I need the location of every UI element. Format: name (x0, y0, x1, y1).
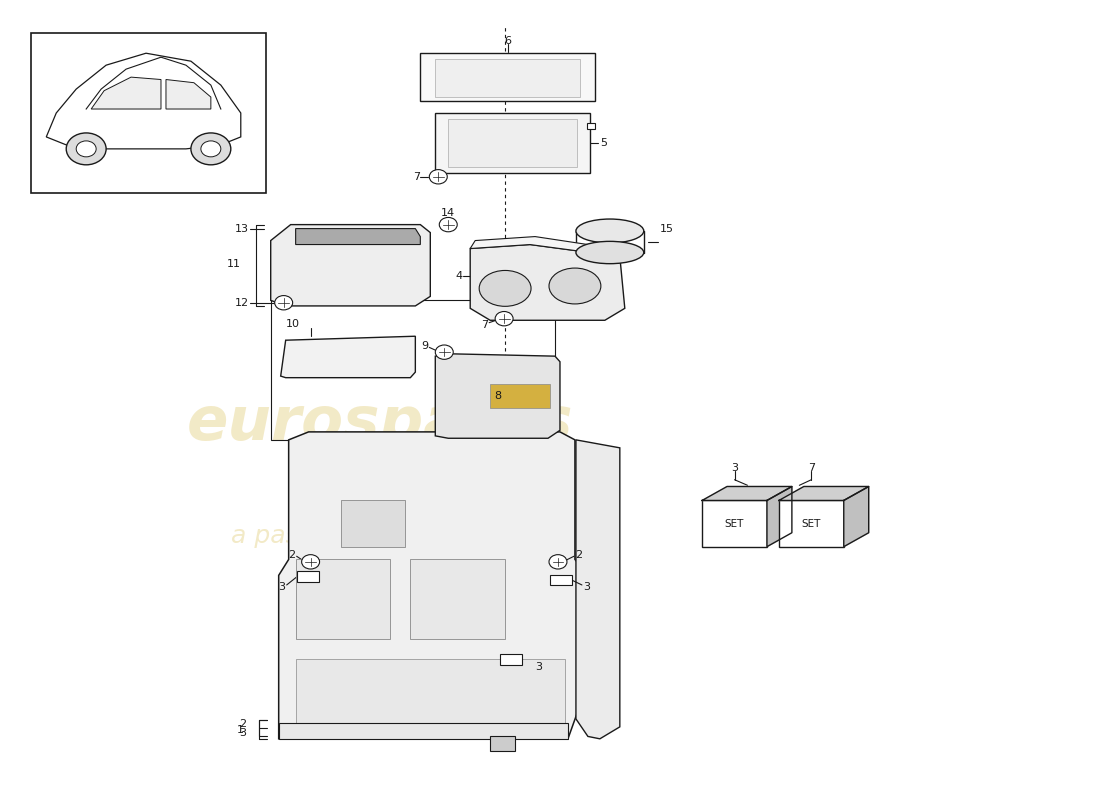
Text: 5: 5 (600, 138, 607, 148)
Text: 6: 6 (505, 36, 512, 46)
Bar (410, 559, 505, 639)
Text: 4: 4 (455, 271, 462, 282)
Ellipse shape (549, 268, 601, 304)
Polygon shape (779, 486, 869, 501)
Text: SET: SET (802, 518, 821, 529)
Circle shape (436, 345, 453, 359)
Text: 2: 2 (239, 719, 245, 730)
Bar (31, 34, 266, 193)
Polygon shape (470, 237, 625, 257)
Text: 13: 13 (234, 223, 249, 234)
Polygon shape (844, 486, 869, 546)
Text: 3: 3 (732, 462, 738, 473)
Text: SET: SET (725, 518, 745, 529)
Bar (500, 654, 522, 665)
Circle shape (439, 218, 458, 232)
Text: 3: 3 (583, 582, 590, 592)
Ellipse shape (480, 270, 531, 306)
Polygon shape (436, 354, 560, 438)
Text: 15: 15 (660, 223, 673, 234)
Polygon shape (767, 486, 792, 546)
Polygon shape (91, 77, 161, 109)
Bar (491, 384, 550, 408)
Bar (779, 501, 844, 546)
Text: 7: 7 (414, 172, 420, 182)
Text: 11: 11 (227, 259, 241, 270)
Text: 14: 14 (441, 208, 455, 218)
Polygon shape (296, 229, 420, 245)
Text: 7: 7 (807, 462, 815, 473)
Text: 8: 8 (495, 391, 502, 401)
Text: 2: 2 (288, 550, 296, 560)
Polygon shape (436, 58, 580, 97)
Polygon shape (166, 79, 211, 109)
Polygon shape (702, 486, 792, 501)
Bar (587, 122, 595, 129)
Text: 3: 3 (278, 582, 286, 592)
Polygon shape (271, 225, 430, 306)
Circle shape (301, 554, 320, 569)
Circle shape (201, 141, 221, 157)
Ellipse shape (576, 219, 643, 243)
Bar (271, 300, 556, 440)
Bar (702, 501, 767, 546)
Bar (297, 571, 319, 582)
Text: 9: 9 (421, 341, 428, 350)
Polygon shape (576, 440, 619, 739)
Circle shape (191, 133, 231, 165)
Circle shape (429, 170, 448, 184)
Bar (550, 574, 572, 585)
Polygon shape (280, 336, 416, 378)
Polygon shape (470, 245, 625, 320)
Bar (341, 500, 406, 547)
Text: 1: 1 (236, 725, 244, 734)
Circle shape (495, 311, 513, 326)
Text: 10: 10 (286, 319, 299, 330)
Text: 7: 7 (481, 320, 488, 330)
Polygon shape (278, 723, 568, 739)
Polygon shape (46, 54, 241, 149)
Text: 12: 12 (234, 298, 249, 308)
Text: 3: 3 (535, 662, 542, 672)
Polygon shape (449, 118, 576, 167)
Text: eurospares: eurospares (187, 394, 574, 454)
Bar (296, 559, 390, 639)
Ellipse shape (576, 242, 643, 264)
Text: 2: 2 (575, 550, 582, 560)
Text: a passion for parts since 1985: a passion for parts since 1985 (231, 523, 609, 547)
Circle shape (549, 554, 566, 569)
Polygon shape (436, 113, 590, 173)
Circle shape (275, 295, 293, 310)
Polygon shape (278, 432, 587, 739)
Text: 3: 3 (239, 728, 245, 738)
Bar (491, 737, 515, 750)
Polygon shape (420, 54, 595, 101)
Circle shape (76, 141, 96, 157)
Circle shape (66, 133, 106, 165)
Bar (296, 659, 565, 731)
